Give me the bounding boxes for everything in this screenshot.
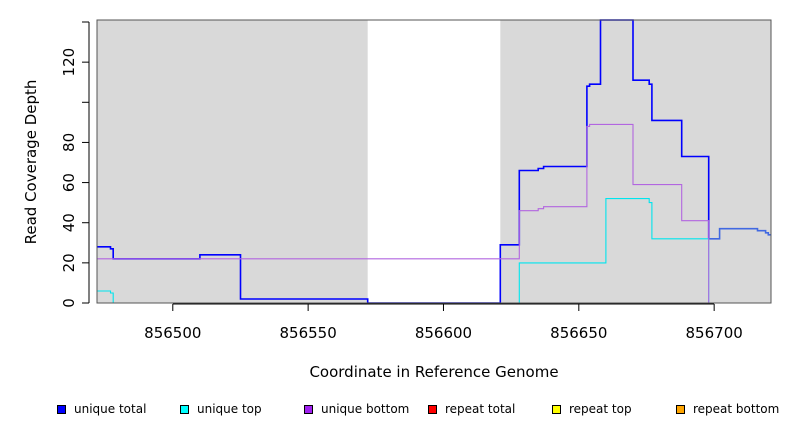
shaded-region-1 [97, 20, 368, 303]
x-axis-title: Coordinate in Reference Genome [309, 363, 558, 381]
legend-item: repeat total [428, 400, 515, 418]
x-tick-label: 856500 [144, 324, 201, 342]
legend-swatch [57, 404, 66, 414]
x-tick-label: 856600 [415, 324, 472, 342]
legend-label: unique total [74, 402, 147, 416]
legend-label: repeat total [445, 402, 516, 416]
legend-label: unique bottom [321, 402, 410, 416]
y-tick-label: 80 [60, 133, 78, 152]
plot-frame [96, 19, 772, 304]
legend-label: unique top [197, 402, 262, 416]
x-tick-label: 856700 [686, 324, 743, 342]
y-tick-label: 0 [60, 298, 78, 308]
legend-swatch [676, 404, 685, 414]
legend-item: repeat top [552, 400, 632, 418]
series-line-unique-total-lighter-segment- [708, 227, 771, 240]
y-axis-title: Read Coverage Depth [22, 80, 40, 245]
legend: unique total unique top unique bottom repea… [0, 400, 792, 420]
legend-swatch [304, 404, 313, 414]
y-tick-label: 20 [60, 253, 78, 272]
series-line-unique-top [97, 198, 771, 304]
series-line-unique-bottom [97, 123, 771, 304]
legend-swatch [428, 404, 437, 414]
y-tick-label: 60 [60, 173, 78, 192]
series-line-unique-total [97, 19, 710, 304]
shaded-regions [97, 20, 771, 303]
legend-label: repeat bottom [693, 402, 780, 416]
y-tick-label: 120 [60, 48, 78, 77]
y-axis: 0 20 40 60 80 120 [60, 21, 90, 308]
x-tick-label: 856550 [279, 324, 336, 342]
legend-item: unique bottom [304, 400, 409, 418]
shaded-region-2 [500, 20, 771, 303]
x-tick-label: 856650 [550, 324, 607, 342]
legend-swatch [552, 404, 561, 414]
legend-label: repeat top [569, 402, 632, 416]
legend-item: unique top [180, 400, 262, 418]
legend-item: unique total [57, 400, 146, 418]
legend-item: repeat bottom [676, 400, 779, 418]
y-tick-label: 40 [60, 213, 78, 232]
legend-swatch [180, 404, 189, 414]
x-axis: 856500 856550 856600 856650 856700 [144, 303, 743, 342]
